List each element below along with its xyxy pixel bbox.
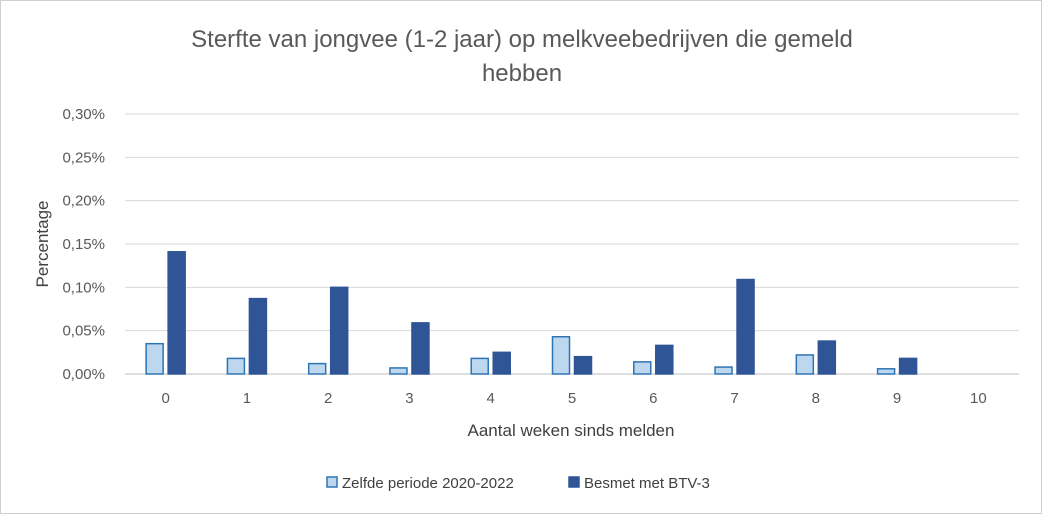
bar-zelfde-periode-1 [226, 357, 246, 375]
chart-title-line-1: Sterfte van jongvee (1-2 jaar) op melkve… [191, 26, 853, 53]
bar-zelfde-periode-4 [470, 357, 489, 375]
y-tick-label: 0,30% [62, 106, 105, 123]
bar-zelfde-periode-0 [145, 342, 164, 375]
x-tick-label: 1 [243, 390, 251, 407]
x-tick-label: 6 [649, 390, 657, 407]
bar-zelfde-periode-7 [714, 366, 733, 375]
x-tick-label: 0 [161, 390, 169, 407]
bar-besmet-btv3-2 [329, 286, 349, 375]
y-tick-label: 0,20% [62, 193, 105, 210]
y-axis-label: Percentage [33, 201, 52, 288]
x-tick-label: 3 [405, 390, 413, 407]
chart-title: Sterfte van jongvee (1-2 jaar) op melkve… [191, 26, 853, 87]
y-axis-ticks: 0,00% 0,05% 0,10% 0,15% 0,20% 0,25% 0,30% [62, 106, 105, 383]
bar-zelfde-periode-6 [633, 361, 652, 375]
chart-title-line-2: hebben [482, 60, 562, 87]
bar-besmet-btv3-5 [573, 355, 593, 375]
legend-swatch [568, 476, 580, 488]
x-tick-label: 4 [487, 390, 495, 407]
x-tick-label: 9 [893, 390, 901, 407]
x-tick-label: 10 [970, 390, 987, 407]
bar-besmet-btv3-8 [817, 340, 837, 375]
x-tick-label: 8 [812, 390, 820, 407]
bar-zelfde-periode-3 [389, 367, 408, 375]
bar-besmet-btv3-9 [898, 357, 918, 375]
bar-besmet-btv3-1 [248, 297, 268, 375]
x-tick-label: 7 [730, 390, 738, 407]
x-tick-label: 5 [568, 390, 576, 407]
bar-besmet-btv3-3 [411, 322, 430, 375]
legend-label: Besmet met BTV-3 [584, 475, 710, 492]
bar-besmet-btv3-0 [167, 251, 186, 375]
x-axis-ticks: 0 1 2 3 4 5 6 7 8 9 10 [161, 390, 986, 407]
legend-label: Zelfde periode 2020-2022 [342, 475, 514, 492]
y-tick-label: 0,05% [62, 323, 105, 340]
y-tick-label: 0,00% [62, 366, 105, 383]
legend: Zelfde periode 2020-2022 Besmet met BTV-3 [326, 475, 710, 492]
bars [145, 251, 918, 375]
y-tick-label: 0,10% [62, 279, 105, 296]
bar-zelfde-periode-5 [551, 335, 571, 375]
bar-zelfde-periode-8 [795, 354, 815, 375]
bar-zelfde-periode-2 [307, 362, 327, 375]
bar-besmet-btv3-6 [655, 344, 674, 375]
y-tick-label: 0,15% [62, 236, 105, 253]
x-tick-label: 2 [324, 390, 332, 407]
y-tick-label: 0,25% [62, 149, 105, 166]
bar-besmet-btv3-7 [736, 278, 755, 375]
bar-besmet-btv3-4 [492, 351, 511, 375]
gridlines [125, 113, 1019, 375]
bar-zelfde-periode-9 [876, 368, 896, 375]
legend-swatch [326, 476, 338, 488]
x-axis-label: Aantal weken sinds melden [468, 421, 675, 440]
